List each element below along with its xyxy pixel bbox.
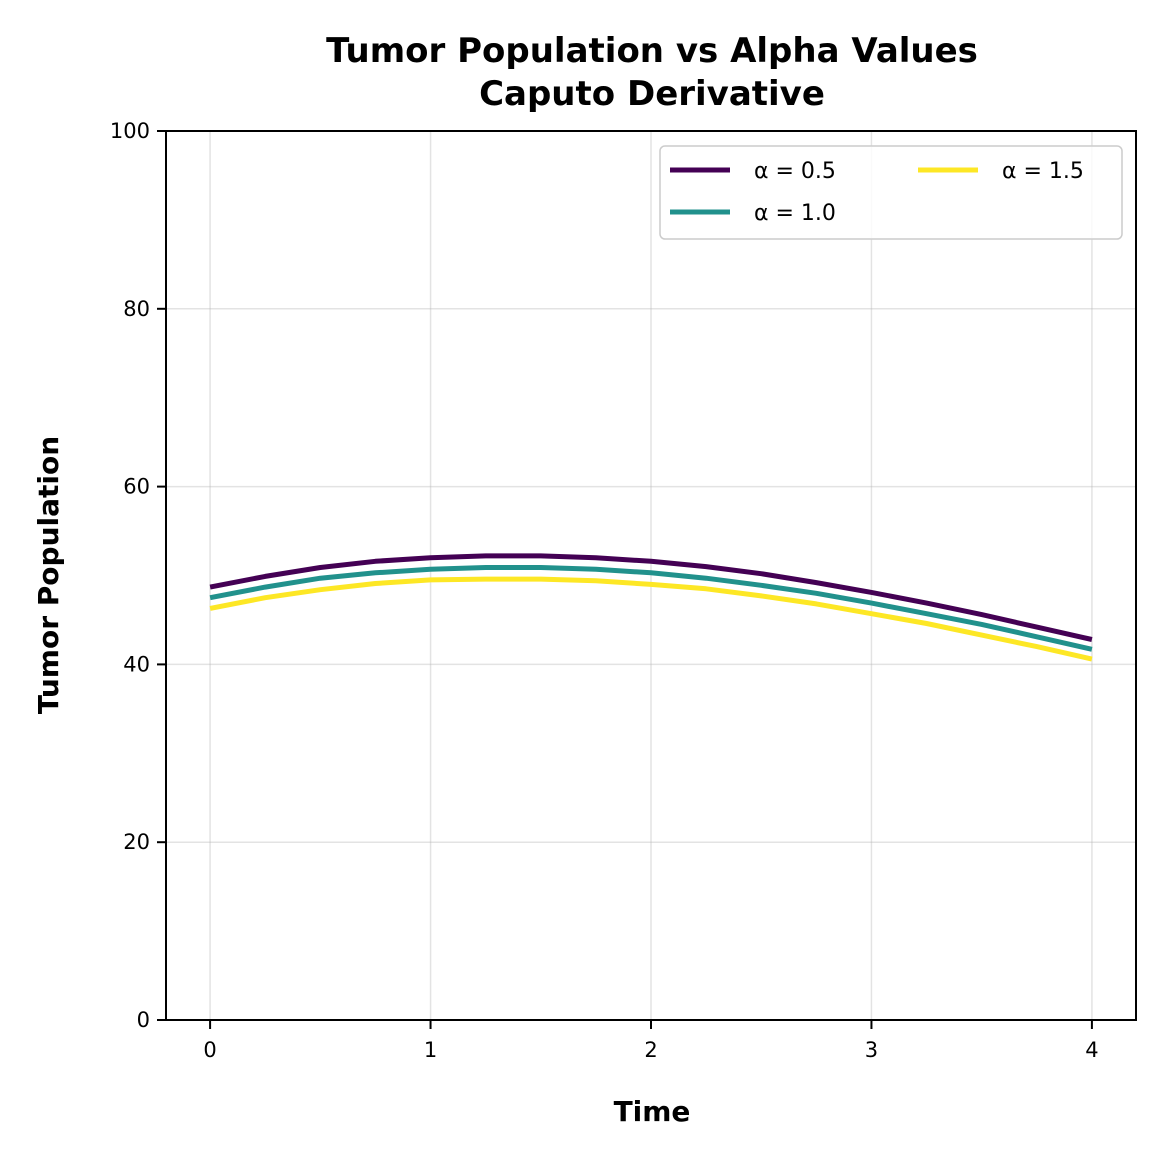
x-axis-label: Time [614, 1095, 691, 1128]
x-tick-label: 3 [865, 1038, 878, 1062]
legend-box [659, 145, 1123, 240]
y-tick-label: 40 [123, 652, 150, 676]
y-tick-label: 20 [123, 830, 150, 854]
grid-lines [166, 130, 1136, 1021]
y-tick-label: 80 [123, 297, 150, 321]
chart-title: Tumor Population vs Alpha Values [326, 31, 978, 71]
legend-label-0: α = 0.5 [754, 159, 836, 184]
chart-subtitle: Caputo Derivative [479, 74, 825, 114]
x-tick-label: 2 [644, 1038, 657, 1062]
legend-label-1: α = 1.0 [754, 201, 836, 226]
y-tick-label: 100 [110, 119, 150, 143]
series-line-2 [209, 576, 1093, 662]
series-line-1 [209, 565, 1093, 652]
series-line-0 [209, 553, 1093, 642]
x-tick-label: 4 [1085, 1038, 1098, 1062]
y-tick-label: 60 [123, 475, 150, 499]
y-axis-ticks: 0 20 40 60 80 100 [110, 119, 166, 1032]
y-tick-label: 0 [137, 1008, 150, 1032]
x-tick-label: 0 [203, 1038, 216, 1062]
legend-label-2: α = 1.5 [1002, 159, 1084, 184]
series-lines [209, 553, 1093, 662]
y-axis-label: Tumor Population [32, 436, 65, 714]
x-tick-label: 1 [424, 1038, 437, 1062]
x-axis-ticks: 0 1 2 3 4 [203, 1020, 1099, 1062]
legend: α = 0.5 α = 1.0 α = 1.5 [659, 145, 1123, 240]
